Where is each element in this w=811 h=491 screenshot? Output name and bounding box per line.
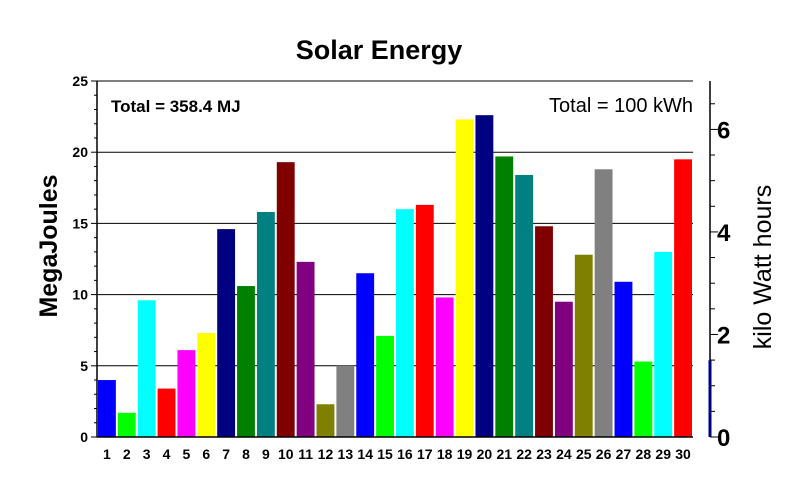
bar-day-1 [98, 380, 116, 437]
x-tick-label: 29 [655, 446, 671, 462]
bar-day-25 [574, 254, 593, 437]
y-tick-label: 20 [72, 144, 88, 160]
x-tick-label: 9 [262, 446, 270, 462]
x-tick-label: 2 [123, 446, 131, 462]
x-tick-label: 27 [616, 446, 632, 462]
axes [91, 80, 718, 438]
annotation-total-mj: Total = 358.4 MJ [111, 97, 241, 116]
x-tick-label: 18 [437, 446, 453, 462]
y-tick-label: 25 [72, 73, 88, 89]
x-tick-label: 12 [318, 446, 334, 462]
y2-tick-label: 0 [717, 425, 730, 452]
x-tick-label: 25 [576, 446, 592, 462]
y2-axis-label: kilo Watt hours [749, 185, 777, 349]
bar-day-9 [256, 212, 275, 437]
bar-day-12 [316, 404, 335, 437]
x-tick-label: 3 [143, 446, 151, 462]
x-tick-label: 5 [183, 446, 191, 462]
x-tick-label: 10 [278, 446, 294, 462]
bar-day-4 [157, 388, 176, 437]
y-tick-label: 0 [80, 429, 88, 445]
bar-day-13 [336, 365, 355, 437]
bar-day-10 [276, 162, 295, 437]
y-tick-label: 5 [80, 358, 88, 374]
x-tick-label: 20 [477, 446, 493, 462]
bar-day-18 [435, 297, 454, 437]
bar-day-20 [475, 115, 494, 438]
x-tick-label: 14 [357, 446, 373, 462]
bar-day-24 [554, 301, 573, 437]
chart-title: Solar Energy [296, 35, 463, 65]
y2-tick-label: 6 [717, 117, 730, 144]
x-tick-label: 19 [457, 446, 473, 462]
bar-day-19 [455, 119, 474, 437]
bar-day-2 [117, 412, 136, 437]
annotation-total-kwh: Total = 100 kWh [549, 95, 693, 117]
x-tick-label: 11 [298, 446, 313, 462]
bar-day-22 [515, 174, 534, 437]
bar-group [98, 115, 692, 438]
x-tick-label: 17 [417, 446, 433, 462]
bar-day-21 [495, 156, 514, 438]
x-tick-label: 22 [516, 446, 532, 462]
bar-day-23 [535, 226, 553, 437]
y-tick-label: 10 [72, 287, 88, 303]
bar-day-15 [376, 335, 394, 437]
grid-lines [97, 80, 693, 367]
x-tick-label: 30 [675, 446, 691, 462]
bar-day-6 [197, 333, 216, 437]
bar-day-8 [237, 286, 255, 437]
x-tick-label: 28 [636, 446, 652, 462]
bar-day-16 [396, 209, 414, 437]
x-tick-label: 15 [377, 446, 393, 462]
x-tick-label: 13 [338, 446, 354, 462]
x-tick-label: 16 [397, 446, 413, 462]
x-tick-label: 24 [556, 446, 572, 462]
bar-day-3 [137, 300, 156, 437]
bar-day-14 [356, 273, 375, 437]
bar-day-11 [296, 261, 315, 437]
x-tick-label: 26 [596, 446, 612, 462]
bar-day-5 [177, 350, 196, 437]
bar-day-28 [634, 361, 653, 437]
x-tick-label: 8 [242, 446, 250, 462]
y2-tick-label: 2 [717, 322, 730, 349]
bar-day-7 [217, 229, 236, 437]
y-axis-label: MegaJoules [35, 174, 63, 317]
bar-day-26 [594, 169, 613, 437]
x-tick-label: 7 [222, 446, 230, 462]
x-tick-label: 6 [202, 446, 210, 462]
bar-day-30 [674, 159, 692, 437]
y2-tick-label: 4 [717, 220, 731, 247]
bar-day-17 [415, 204, 434, 437]
bar-day-27 [614, 281, 633, 437]
bar-day-29 [654, 251, 673, 437]
x-tick-label: 1 [103, 446, 111, 462]
x-tick-label: 21 [496, 446, 512, 462]
x-tick-label: 23 [536, 446, 552, 462]
x-tick-label: 4 [163, 446, 171, 462]
y-tick-label: 15 [72, 215, 88, 231]
